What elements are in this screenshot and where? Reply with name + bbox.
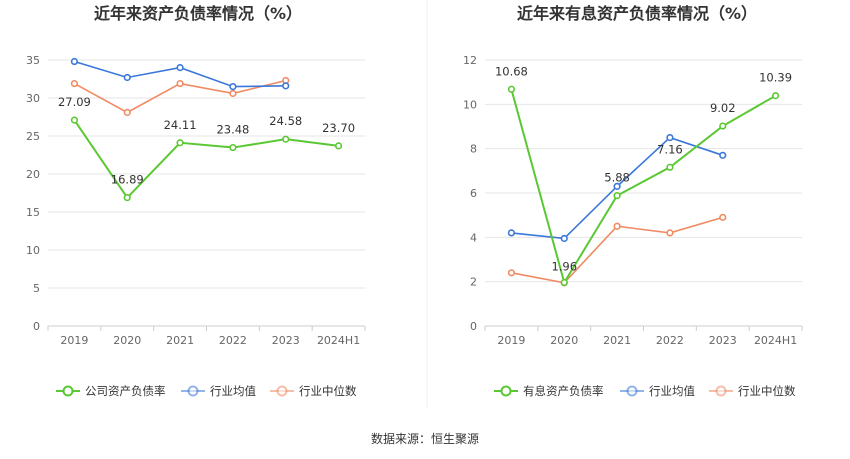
legend-label: 有息资产负债率 — [523, 384, 604, 398]
data-point — [334, 142, 343, 150]
data-point — [229, 89, 237, 98]
data-label: 27.09 — [58, 95, 91, 109]
legend-label: 公司资产负债率 — [85, 384, 166, 398]
x-tick-label: 2024H1 — [754, 334, 797, 347]
y-tick-label: 6 — [470, 187, 477, 200]
x-tick-label: 2024H1 — [317, 334, 360, 347]
data-label: 23.70 — [322, 121, 355, 135]
legend-marker-icon — [187, 385, 199, 397]
data-point — [123, 108, 131, 117]
data-point — [613, 222, 621, 230]
data-point — [282, 82, 290, 90]
x-tick-label: 2019 — [497, 334, 525, 347]
data-point — [613, 182, 621, 190]
data-point — [560, 234, 568, 243]
data-point — [719, 213, 727, 221]
series-line-company — [510, 88, 777, 286]
legend-item[interactable]: 行业均值 — [620, 384, 695, 398]
x-tick-label: 2023 — [272, 334, 300, 347]
interest-debt-ratio-chart: 近年来有息资产负债率情况（%） 0 2 4 6 8 10 12 2019 2020 2021 2022… — [463, 4, 803, 398]
x-tick-label: 2021 — [603, 334, 631, 347]
data-point — [507, 269, 516, 277]
debt-ratio-chart: 近年来资产负债率情况（%） 0 5 10 15 20 25 30 35 2019 2020 2021 2… — [26, 4, 366, 398]
y-tick-label: 4 — [470, 231, 477, 244]
chart-title: 近年来资产负债率情况（%） — [94, 4, 302, 23]
y-tick-label: 20 — [26, 168, 40, 181]
chart-title: 近年来有息资产负债率情况（%） — [517, 4, 757, 23]
data-point — [613, 192, 621, 200]
data-point — [719, 122, 727, 130]
legend-label: 行业均值 — [210, 384, 256, 398]
legend-marker-icon — [276, 385, 288, 397]
data-point — [229, 82, 237, 91]
data-point — [666, 229, 674, 237]
y-tick-label: 0 — [33, 320, 40, 333]
data-label: 7.16 — [657, 142, 683, 156]
data-point — [507, 85, 516, 93]
legend-marker-icon — [715, 385, 727, 397]
x-tick-label: 2020 — [550, 334, 578, 347]
data-point — [70, 79, 79, 88]
legend-item[interactable]: 行业均值 — [181, 384, 256, 398]
y-tick-label: 10 — [463, 98, 477, 111]
data-label: 10.68 — [495, 64, 528, 78]
series-line-company — [73, 119, 339, 200]
data-label: 23.48 — [216, 123, 249, 137]
data-point — [560, 278, 568, 287]
data-point — [176, 139, 184, 147]
y-tick-label: 0 — [470, 320, 477, 333]
x-tick-label: 2021 — [166, 334, 194, 347]
data-point — [176, 79, 184, 88]
x-tick-label: 2019 — [60, 334, 88, 347]
y-tick-label: 30 — [26, 92, 40, 105]
y-tick-label: 12 — [463, 54, 477, 67]
data-point — [176, 63, 184, 72]
data-point — [282, 135, 290, 143]
legend-marker-icon — [62, 385, 74, 397]
legend-item[interactable]: 行业中位数 — [709, 384, 796, 398]
data-point — [666, 133, 674, 142]
data-point — [123, 73, 131, 82]
x-tick-label: 2022 — [219, 334, 247, 347]
data-label: 9.02 — [710, 101, 736, 115]
y-tick-label: 35 — [26, 54, 40, 67]
legend-label: 行业中位数 — [738, 384, 796, 398]
legend-item[interactable]: 有息资产负债率 — [494, 384, 604, 398]
legend-label: 行业均值 — [649, 384, 695, 398]
legend-label: 行业中位数 — [299, 384, 357, 398]
data-label: 1.96 — [551, 260, 577, 274]
y-tick-label: 10 — [26, 244, 40, 257]
data-point — [229, 143, 237, 152]
y-tick-label: 2 — [470, 276, 477, 289]
legend-marker-icon — [626, 385, 638, 397]
x-tick-label: 2023 — [709, 334, 737, 347]
data-label: 10.39 — [759, 71, 792, 85]
data-label: 24.11 — [164, 118, 197, 132]
y-tick-label: 5 — [33, 282, 40, 295]
y-tick-label: 8 — [470, 143, 477, 156]
data-point — [771, 92, 780, 100]
data-point — [507, 229, 516, 237]
legend-item[interactable]: 行业中位数 — [270, 384, 357, 398]
data-point — [719, 151, 727, 159]
data-label: 24.58 — [269, 114, 302, 128]
y-tick-label: 25 — [26, 130, 40, 143]
data-point — [70, 57, 79, 66]
x-tick-label: 2022 — [656, 334, 684, 347]
data-point — [123, 194, 131, 202]
x-tick-label: 2020 — [113, 334, 141, 347]
data-point — [70, 116, 79, 124]
y-tick-label: 15 — [26, 206, 40, 219]
data-label: 5.88 — [604, 171, 630, 185]
data-label: 16.89 — [111, 173, 144, 187]
data-source-note: 数据来源：恒生聚源 — [371, 431, 479, 446]
legend-item[interactable]: 公司资产负债率 — [56, 384, 166, 398]
legend-marker-icon — [500, 385, 512, 397]
data-point — [666, 163, 674, 171]
